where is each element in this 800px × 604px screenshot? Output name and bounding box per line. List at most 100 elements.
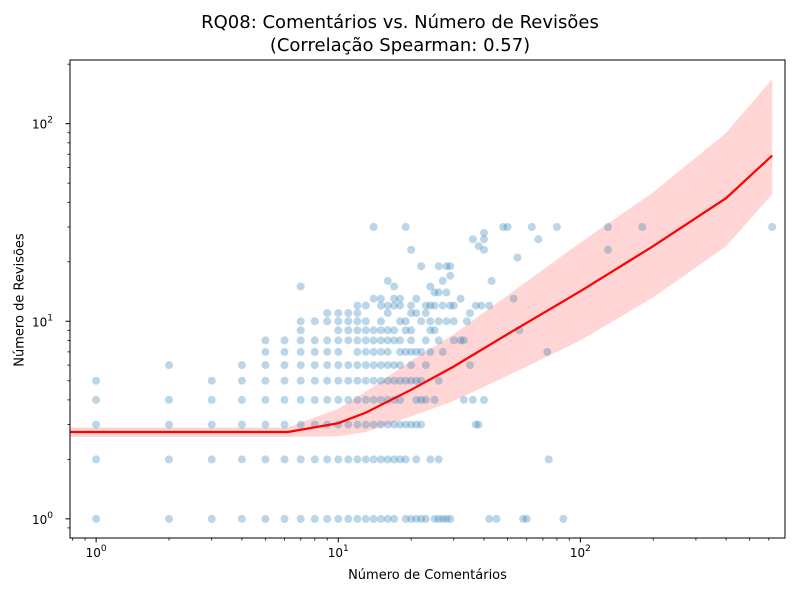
data-point	[543, 347, 552, 356]
chart-title: RQ08: Comentários vs. Número de Revisões	[201, 12, 599, 33]
data-point	[434, 288, 443, 297]
data-point	[334, 395, 343, 404]
data-point	[462, 317, 471, 326]
data-point	[296, 361, 305, 370]
data-point	[442, 514, 451, 523]
data-point	[296, 420, 305, 429]
plot-frame	[69, 59, 786, 539]
data-point	[383, 276, 392, 285]
data-point	[383, 376, 392, 385]
data-point	[466, 361, 474, 370]
data-point	[421, 514, 430, 523]
data-point	[407, 245, 416, 254]
data-point	[412, 376, 421, 385]
data-point	[353, 376, 362, 385]
data-point	[334, 376, 343, 385]
data-point	[417, 395, 426, 404]
data-point	[369, 223, 378, 231]
data-point	[426, 326, 435, 335]
data-point	[323, 336, 332, 345]
data-point	[280, 455, 289, 464]
data-point	[280, 420, 289, 429]
data-point	[323, 455, 332, 464]
data-point	[480, 395, 488, 404]
data-point	[396, 455, 405, 464]
data-point	[261, 336, 270, 345]
data-point	[513, 253, 522, 262]
data-point	[401, 376, 410, 385]
data-point	[280, 395, 289, 404]
x-tick-label: 102	[570, 544, 591, 560]
data-point	[92, 455, 101, 464]
data-point	[344, 326, 353, 335]
data-point	[353, 309, 362, 318]
data-point	[407, 376, 416, 385]
data-point	[503, 223, 512, 231]
data-point	[376, 395, 385, 404]
data-point	[296, 282, 305, 291]
data-point	[407, 309, 416, 318]
data-point	[407, 301, 416, 310]
data-point	[466, 309, 474, 318]
data-point	[412, 294, 421, 303]
data-point	[334, 309, 343, 318]
data-point	[492, 514, 501, 523]
data-point	[383, 336, 392, 345]
data-point	[361, 514, 370, 523]
data-point	[442, 288, 451, 297]
data-point	[261, 361, 270, 370]
data-point	[412, 347, 421, 356]
data-point	[471, 301, 480, 310]
data-point	[376, 301, 385, 310]
data-point	[401, 455, 410, 464]
data-point	[165, 395, 173, 404]
data-point	[369, 455, 378, 464]
data-point	[456, 294, 465, 303]
data-point	[237, 514, 246, 523]
data-point	[396, 376, 405, 385]
data-point	[165, 361, 173, 370]
data-point	[401, 223, 410, 231]
data-point	[344, 514, 353, 523]
data-point	[438, 347, 447, 356]
data-point	[376, 317, 385, 326]
data-point	[396, 361, 405, 370]
data-point	[323, 361, 332, 370]
data-point	[344, 376, 353, 385]
data-point	[485, 301, 494, 310]
data-point	[412, 514, 421, 523]
data-point	[323, 317, 332, 326]
data-point	[383, 361, 392, 370]
data-point	[446, 262, 455, 271]
data-point	[407, 347, 416, 356]
data-point	[401, 420, 410, 429]
data-point	[376, 294, 385, 303]
data-point	[376, 326, 385, 335]
data-point	[344, 395, 353, 404]
data-point	[323, 514, 332, 523]
data-point	[485, 514, 494, 523]
data-point	[434, 336, 443, 345]
confidence-band	[70, 79, 773, 437]
data-point	[353, 395, 362, 404]
data-point	[310, 317, 319, 326]
data-point	[383, 347, 392, 356]
data-point	[361, 361, 370, 370]
data-point	[401, 514, 410, 523]
y-tick-label: 101	[32, 313, 53, 329]
data-point	[310, 455, 319, 464]
data-point	[310, 361, 319, 370]
data-point	[426, 301, 435, 310]
data-point	[280, 361, 289, 370]
data-point	[401, 317, 410, 326]
data-point	[376, 514, 385, 523]
data-point	[434, 317, 443, 326]
data-point	[383, 420, 392, 429]
data-point	[353, 336, 362, 345]
data-point	[353, 326, 362, 335]
data-point	[310, 376, 319, 385]
y-tick-label: 102	[32, 116, 53, 132]
data-point	[334, 336, 343, 345]
data-point	[353, 514, 362, 523]
